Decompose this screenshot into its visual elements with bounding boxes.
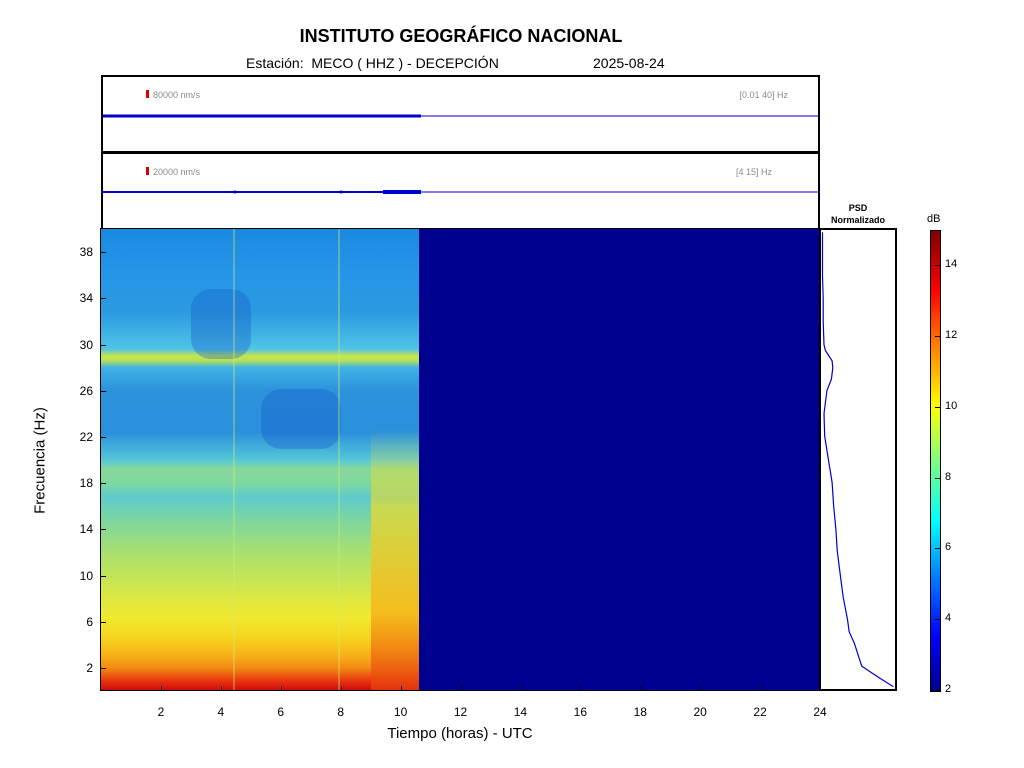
colorbar-tick-mark [935,265,940,267]
colorbar-tick-label: 6 [945,541,952,554]
x-tick-mark [520,686,522,691]
psd-panel [819,228,897,691]
y-axis-label: Frecuencia (Hz) [31,407,49,514]
x-tick-label: 12 [453,705,468,719]
x-tick-mark [340,686,342,691]
x-tick-mark [700,686,702,691]
x-tick-label: 8 [337,705,344,719]
psd-title-line1: PSD [848,203,868,213]
x-tick-label: 24 [813,705,827,719]
x-tick-mark [400,686,402,691]
x-tick-mark [460,686,462,691]
colorbar-tick-mark [935,336,940,338]
spectrogram-data-region [101,229,419,691]
y-tick-mark [101,483,106,485]
spectrogram-quiet-patch [261,389,341,449]
colorbar [930,230,941,692]
y-tick-mark [101,252,106,254]
frequency-band-label: [0.01 40] Hz [739,90,788,100]
y-tick-mark [101,621,106,623]
date-label: 2025-08-24 [593,55,665,71]
colorbar-tick-label: 10 [945,399,958,412]
colorbar-tick-mark [935,690,940,691]
filtered-trace-panel: 20000 nm/s [4 15] Hz [101,152,820,230]
x-tick-mark [760,686,762,691]
y-tick-mark [101,667,106,669]
x-tick-mark [820,686,821,691]
y-tick-mark [101,298,106,300]
x-tick-mark [220,686,222,691]
y-tick-label: 34 [79,291,93,306]
station-label: Estación: MECO ( HHZ ) - DECEPCIÓN [246,55,499,71]
colorbar-tick-label: 8 [945,470,952,483]
amplitude-scale-bar [146,167,149,175]
y-tick-label: 22 [79,429,93,444]
y-tick-label: 38 [79,245,93,260]
x-tick-label: 16 [573,705,587,719]
broadband-trace-panel: 80000 nm/s [0.01 40] Hz [101,75,820,153]
y-tick-label: 2 [86,660,93,675]
psd-series-line [821,232,894,688]
y-tick-label: 18 [79,476,93,491]
colorbar-tick-mark [935,406,940,408]
x-tick-label: 6 [277,705,285,719]
x-tick-mark [280,686,282,691]
psd-title-line2: Normalizado [830,215,885,225]
y-tick-label: 26 [79,383,93,398]
colorbar-tick-mark [935,548,940,550]
x-axis-label: Tiempo (horas) - UTC [387,725,533,742]
y-tick-label: 10 [79,568,93,583]
spectrogram-frame [100,228,820,691]
y-tick-label: 14 [79,522,93,537]
y-tick-mark [101,436,106,438]
x-tick-label: 18 [633,705,647,719]
x-tick-label: 2 [157,705,165,719]
psd-curve-plot [821,232,894,688]
colorbar-tick-label: 2 [945,683,952,695]
colorbar-tick-mark [935,477,940,479]
y-tick-mark [101,390,106,392]
y-tick-label: 6 [86,614,93,629]
amplitude-scale-label: 80000 nm/s [153,90,201,100]
colorbar-tick-label: 12 [945,329,958,342]
x-tick-label: 14 [513,705,528,719]
spectrogram [101,229,820,691]
y-tick-mark [101,529,106,531]
x-tick-label: 22 [753,705,767,719]
seismic-trace [103,114,818,118]
amplitude-scale-label: 20000 nm/s [153,167,201,177]
seismic-trace [103,190,818,194]
spectrogram-quiet-patch [191,289,251,359]
frequency-band-label: [4 15] Hz [735,167,772,177]
y-tick-label: 30 [79,337,93,352]
colorbar-unit: dB [927,213,941,225]
colorbar-tick-mark [935,619,940,621]
y-tick-mark [101,575,106,577]
x-tick-mark [580,686,582,691]
page-title: INSTITUTO GEOGRÁFICO NACIONAL [299,26,623,46]
y-tick-mark [101,344,106,346]
amplitude-scale-bar [146,90,149,98]
spectrogram-transient-line [338,229,340,691]
x-tick-label: 4 [217,705,225,719]
colorbar-tick-label: 14 [945,258,958,271]
colorbar-tick-label: 4 [945,612,952,625]
x-tick-mark [160,686,162,691]
spectrogram-late-energy [371,429,419,691]
x-tick-mark [640,686,642,691]
spectrogram-transient-line [233,229,235,691]
x-tick-label: 20 [693,705,707,719]
x-tick-label: 10 [393,705,408,719]
